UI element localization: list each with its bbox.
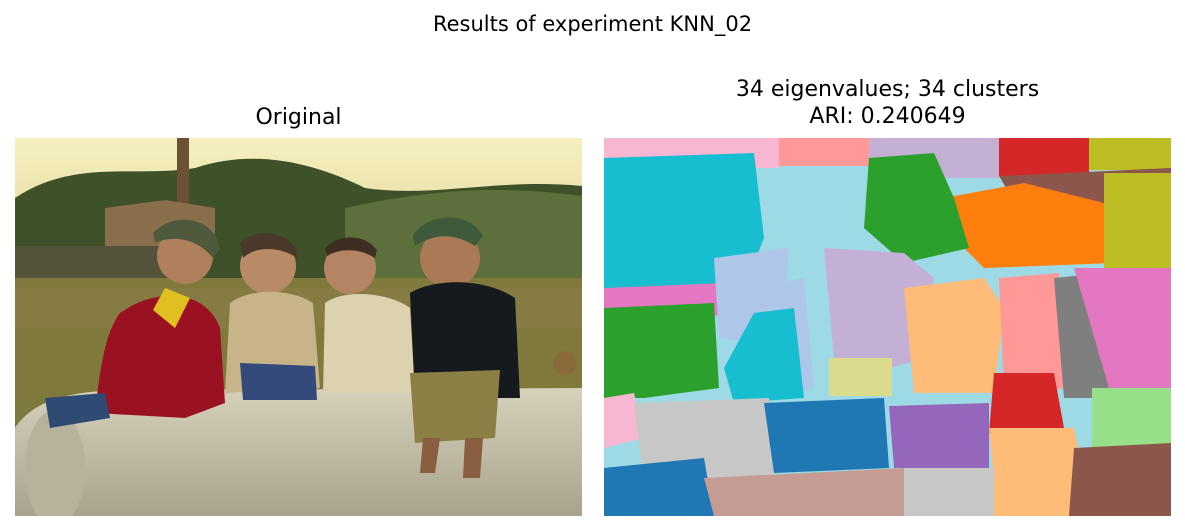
original-panel-title: Original <box>255 105 342 130</box>
segmentation-map <box>604 138 1171 516</box>
segmentation-title-line2: ARI: 0.240649 <box>809 104 966 129</box>
segmentation-panel-title: 34 eigenvalues; 34 clusters ARI: 0.24064… <box>604 76 1171 130</box>
original-photo <box>15 138 582 516</box>
figure-suptitle: Results of experiment KNN_02 <box>432 12 753 36</box>
segmentation-title-line1: 34 eigenvalues; 34 clusters <box>735 77 1040 102</box>
